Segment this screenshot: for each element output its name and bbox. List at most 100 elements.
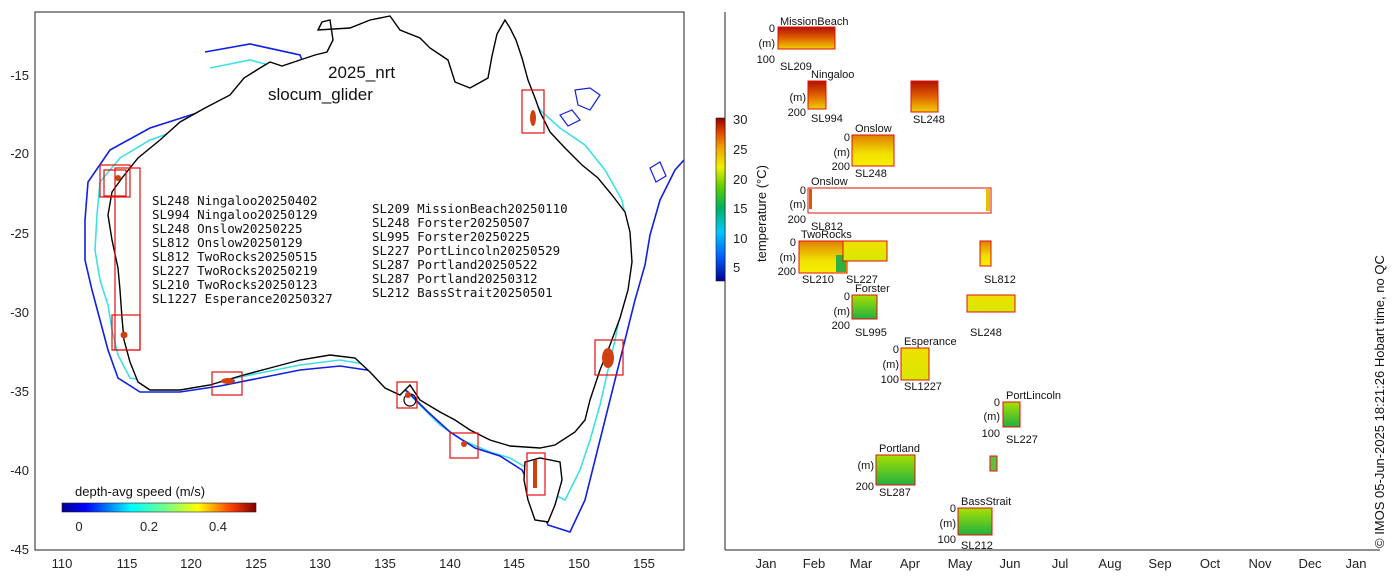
map-y-ticks: -15 -20 -25 -30 -35 -40 -45 (10, 68, 29, 557)
panel-glider: SL209 (780, 61, 812, 73)
depth-bottom: 200 (778, 266, 796, 278)
deployment-entry: SL227 PortLincoln20250529 (372, 243, 560, 258)
month-tick: Jul (1052, 556, 1069, 571)
depth-top: 0 (994, 397, 1000, 409)
temperature-section (910, 80, 939, 113)
imos-footer: © IMOS 05-Jun-2025 18:21:26 Hobart time,… (1372, 255, 1387, 548)
panel-glider: SL994 (811, 113, 843, 125)
deployment-entry: SL995 Forster20250225 (372, 229, 530, 244)
deployment-entry: SL248 Ningaloo20250402 (152, 193, 318, 208)
panel-ningaloo[interactable]: Ningaloo (m) 200 SL994 SL248 (788, 69, 945, 126)
depth-unit: (m) (790, 92, 807, 104)
temperature-section (979, 240, 992, 267)
deployment-entry: SL994 Ningaloo20250129 (152, 207, 318, 222)
speed-colorbar-gradient (61, 502, 257, 513)
depth-top: 0 (844, 132, 850, 144)
x-tick: 140 (439, 556, 461, 571)
panel-glider: SL227 (846, 274, 878, 286)
deployment-entry: SL812 TwoRocks20250515 (152, 249, 318, 264)
panel-site: Ningaloo (811, 69, 854, 81)
box-forster[interactable] (594, 339, 624, 376)
y-tick: -20 (10, 146, 29, 161)
panel-glider: SL248 (913, 114, 945, 126)
month-tick: Dec (1298, 556, 1322, 571)
month-tick: Nov (1248, 556, 1272, 571)
panel-onslow-sl248[interactable]: Onslow 0 (m) 200 SL248 (832, 123, 895, 180)
deployment-entry: SL210 TwoRocks20250123 (152, 277, 318, 292)
speed-tick: 0 (75, 519, 82, 534)
x-tick: 115 (117, 556, 138, 571)
panel-forster[interactable]: Forster 0 (m) 200 SL995 SL248 (832, 283, 1016, 339)
x-tick: 135 (374, 556, 396, 571)
temperature-section (966, 294, 1016, 313)
x-tick: 125 (245, 556, 267, 571)
panel-onslow-sl812[interactable]: Onslow 0 (m) 200 SL812 (788, 176, 992, 233)
reef-outline-3 (649, 161, 667, 183)
panel-glider: SL248 (970, 327, 1002, 339)
panel-site: Portland (879, 443, 920, 455)
map-x-ticks: 110 115 120 125 130 135 140 145 150 155 (52, 556, 655, 571)
x-tick: 155 (633, 556, 655, 571)
panel-glider: SL248 (855, 168, 887, 180)
depth-top: 0 (800, 185, 806, 197)
temperature-section (900, 347, 930, 381)
depth-bottom: 100 (881, 374, 899, 386)
panel-portland[interactable]: Portland (m) 200 SL287 (856, 443, 998, 499)
x-tick: 120 (180, 556, 202, 571)
track-missionbeach (530, 110, 536, 126)
depth-top: 0 (950, 503, 956, 515)
panel-site: Onslow (855, 123, 892, 135)
panel-missionbeach[interactable]: MissionBeach 0 (m) 100 SL209 (757, 16, 849, 73)
temperature-strip (836, 255, 846, 272)
box-tworocks[interactable] (111, 314, 141, 351)
temperature-strip (986, 189, 990, 211)
month-tick: Aug (1098, 556, 1121, 571)
box-bassstrait[interactable] (526, 452, 546, 496)
panel-portlincoln[interactable]: PortLincoln 0 (m) 100 SL227 (982, 390, 1061, 446)
track-forster (602, 348, 614, 368)
panel-esperance[interactable]: Esperance 0 (m) 100 SL1227 (881, 336, 957, 393)
y-tick: -25 (10, 226, 29, 241)
temp-tick: 25 (733, 142, 747, 157)
panel-tworocks[interactable]: TwoRocks 0 (m) 200 SL210 SL227 SL812 (778, 229, 1016, 286)
y-tick: -45 (10, 542, 29, 557)
box-portland[interactable] (449, 432, 479, 459)
glider-tracks (115, 110, 614, 488)
depth-top: 0 (769, 23, 775, 35)
panel-site: Onslow (811, 176, 848, 188)
speed-tick: 0.4 (209, 519, 227, 534)
y-tick: -30 (10, 305, 29, 320)
temp-tick: 5 (733, 260, 740, 275)
temperature-section (851, 134, 895, 167)
panel-bassstrait[interactable]: BassStrait 0 (m) 100 SL212 (938, 496, 1012, 552)
month-tick: Jan (1346, 556, 1367, 571)
track-portland (461, 441, 467, 447)
track-esperance (221, 378, 235, 384)
box-portlincoln[interactable] (396, 381, 418, 409)
panel-glider: SL210 (802, 274, 834, 286)
depth-bottom: 100 (982, 428, 1000, 440)
deployment-entry: SL287 Portland20250522 (372, 257, 538, 272)
box-esperance[interactable] (211, 371, 243, 396)
track-bassstrait (533, 460, 537, 488)
month-tick: Mar (850, 556, 873, 571)
month-tick: Feb (803, 556, 825, 571)
depth-unit: (m) (759, 38, 776, 50)
deployment-entry: SL212 BassStrait20250501 (372, 285, 553, 300)
panel-site: TwoRocks (801, 229, 852, 241)
panel-glider: SL1227 (904, 381, 942, 393)
depth-bottom: 100 (757, 54, 775, 66)
box-missionbeach[interactable] (521, 89, 545, 134)
depth-unit: (m) (834, 306, 851, 318)
x-tick: 130 (309, 556, 331, 571)
depth-unit: (m) (834, 147, 851, 159)
panel-glider: SL812 (811, 221, 843, 233)
depth-unit: (m) (883, 359, 900, 371)
depth-bottom: 200 (788, 214, 806, 226)
temperature-section (807, 80, 827, 110)
depth-unit: (m) (984, 411, 1001, 423)
deployment-entry: SL248 Onslow20250225 (152, 221, 303, 236)
panel-site: MissionBeach (780, 16, 848, 28)
temp-tick: 10 (733, 231, 747, 246)
panel-glider: SL287 (879, 487, 911, 499)
